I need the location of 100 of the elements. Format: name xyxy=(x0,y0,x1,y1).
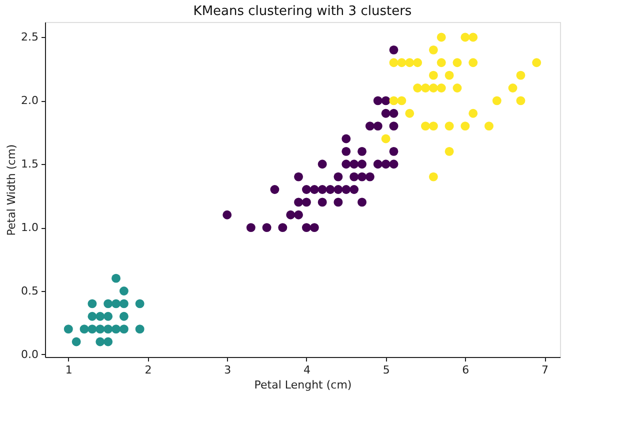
x-tick-label: 5 xyxy=(382,364,390,376)
point xyxy=(516,96,526,106)
point xyxy=(516,70,526,80)
point xyxy=(421,122,430,131)
point xyxy=(302,185,311,194)
point xyxy=(72,337,81,346)
point xyxy=(428,45,438,54)
point xyxy=(452,84,462,92)
point xyxy=(421,84,430,92)
x-tick-label: 4 xyxy=(303,364,310,376)
point xyxy=(342,185,351,194)
point xyxy=(389,146,398,156)
point xyxy=(326,185,335,194)
point xyxy=(135,324,144,334)
point xyxy=(246,223,256,232)
point xyxy=(318,185,327,194)
point xyxy=(104,324,113,334)
point xyxy=(413,84,422,92)
point xyxy=(444,122,454,131)
point xyxy=(468,108,478,118)
point xyxy=(112,299,120,308)
point xyxy=(350,172,359,182)
point xyxy=(88,299,97,308)
x-tick-label: 7 xyxy=(542,364,549,376)
point xyxy=(444,70,454,80)
point xyxy=(452,58,462,68)
point xyxy=(365,122,374,131)
point xyxy=(119,299,128,308)
point xyxy=(436,58,446,68)
chart-title: KMeans clustering with 3 clusters xyxy=(193,4,412,19)
point xyxy=(405,108,414,118)
point xyxy=(302,198,311,207)
point xyxy=(381,108,390,118)
point xyxy=(342,146,351,156)
x-tick-label: 6 xyxy=(462,364,470,376)
point xyxy=(294,172,304,182)
x-tick-label: 1 xyxy=(65,364,72,376)
point xyxy=(286,210,296,220)
point xyxy=(460,32,470,42)
point xyxy=(310,185,319,194)
point xyxy=(532,58,542,68)
point xyxy=(358,172,366,182)
point xyxy=(389,58,398,68)
point xyxy=(135,299,144,308)
point xyxy=(381,134,390,144)
point xyxy=(389,108,398,118)
point xyxy=(334,185,343,194)
point xyxy=(64,324,73,334)
x-tick-label: 3 xyxy=(224,364,232,376)
point xyxy=(460,122,470,131)
point xyxy=(334,198,343,207)
point xyxy=(302,223,311,232)
point xyxy=(342,160,351,169)
y-tick-label: 1.0 xyxy=(21,221,38,234)
point xyxy=(428,84,438,92)
point xyxy=(373,160,382,169)
point xyxy=(373,96,382,106)
point xyxy=(104,299,113,308)
point xyxy=(278,223,288,232)
point xyxy=(270,185,280,194)
point xyxy=(492,96,502,106)
point xyxy=(373,122,382,131)
point xyxy=(413,58,422,68)
y-tick-label: 1.5 xyxy=(21,158,38,171)
point xyxy=(484,122,494,131)
point xyxy=(342,134,351,144)
point xyxy=(119,286,128,296)
point xyxy=(96,324,105,334)
point xyxy=(358,146,366,156)
point xyxy=(468,58,478,68)
point xyxy=(389,96,398,106)
point xyxy=(381,96,390,106)
point xyxy=(428,172,438,182)
point xyxy=(310,223,319,232)
y-tick-label: 2.5 xyxy=(21,30,38,44)
point xyxy=(119,324,128,334)
point xyxy=(389,160,398,169)
y-axis-title: Petal Width (cm) xyxy=(5,144,18,236)
y-tick-label: 0.5 xyxy=(21,284,38,298)
x-tick-label: 2 xyxy=(144,364,152,376)
point xyxy=(358,160,366,169)
point xyxy=(104,312,113,321)
point xyxy=(468,32,478,42)
point xyxy=(508,84,518,92)
point xyxy=(318,198,327,207)
point xyxy=(365,172,374,182)
point xyxy=(104,337,113,346)
point xyxy=(88,312,97,321)
point xyxy=(96,337,105,346)
point xyxy=(112,324,120,334)
y-tick-label: 2.0 xyxy=(21,94,38,108)
point xyxy=(96,312,105,321)
point xyxy=(389,122,398,131)
point xyxy=(262,223,272,232)
point xyxy=(222,210,232,220)
point xyxy=(397,58,406,68)
point xyxy=(350,160,359,169)
point xyxy=(334,172,343,182)
point xyxy=(428,122,438,131)
point xyxy=(405,58,414,68)
